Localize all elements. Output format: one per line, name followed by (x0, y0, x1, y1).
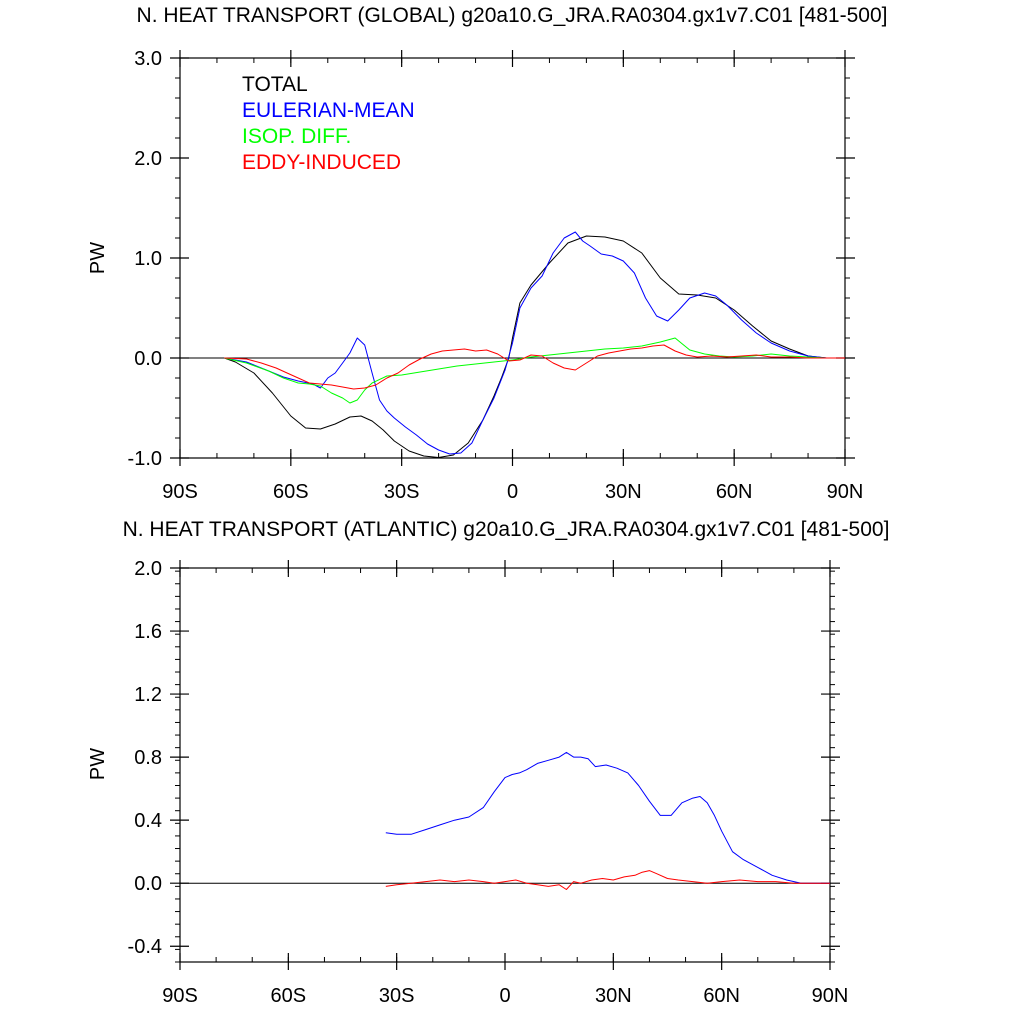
series-line-eulerian-mean (224, 231, 845, 455)
series-line-eddy-induced (224, 344, 845, 390)
x-tick-label: 90N (812, 985, 849, 1007)
y-axis-label: PW (87, 748, 109, 780)
y-tick-label: 0.0 (134, 348, 162, 370)
y-tick-label: 1.0 (134, 248, 162, 270)
legend-entry: TOTAL (242, 73, 308, 96)
legend-entry: EULERIAN-MEAN (242, 99, 415, 122)
x-tick-label: 90N (827, 481, 864, 503)
x-tick-label: 0 (499, 985, 510, 1007)
plot-area (180, 751, 830, 890)
x-tick-label: 30N (595, 985, 632, 1007)
x-tick-label: 0 (507, 481, 518, 503)
global-heat-transport-panel: N. HEAT TRANSPORT (GLOBAL) g20a10.G_JRA.… (87, 4, 887, 503)
y-tick-label: 0.0 (134, 873, 162, 895)
x-tick-label: 60N (703, 985, 740, 1007)
x-tick-label: 60S (273, 481, 309, 503)
plot-frame (179, 567, 831, 963)
x-tick-label: 60S (271, 985, 307, 1007)
y-tick-label: -1.0 (128, 448, 162, 470)
legend: TOTAL EULERIAN-MEAN ISOP. DIFF. EDDY-INDUCE… (242, 73, 415, 174)
x-tick-label: 30N (605, 481, 642, 503)
y-tick-label: 2.0 (134, 148, 162, 170)
axes: 90S 60S 30S 0 30N 60N 90N -1.0 0.0 1.0 2.0 3.0 (128, 48, 864, 503)
y-tick-label: 1.2 (134, 684, 162, 706)
x-tick-label: 30S (384, 481, 420, 503)
y-tick-label: 1.6 (134, 621, 162, 643)
y-tick-label: 2.0 (134, 558, 162, 580)
series-line-series-1 (385, 870, 830, 890)
x-tick-label: 90S (162, 985, 198, 1007)
series-line-isop-diff (224, 337, 845, 404)
y-tick-label: 0.4 (134, 810, 162, 832)
y-tick-label: 3.0 (134, 48, 162, 70)
chart-title: N. HEAT TRANSPORT (ATLANTIC) g20a10.G_JR… (123, 518, 890, 541)
y-axis-label: PW (87, 242, 109, 274)
series-line-total (224, 235, 845, 458)
legend-entry: EDDY-INDUCED (242, 151, 401, 174)
x-tick-label: 90S (162, 481, 198, 503)
axes: 90S 60S 30S 0 30N 60N 90N -0.4 0.0 0.4 0.8 1.2 1.6 2.… (128, 558, 849, 1007)
x-tick-label: 30S (379, 985, 415, 1007)
plot-area (180, 231, 845, 458)
series-line-series-0 (385, 751, 830, 884)
x-tick-label: 60N (716, 481, 753, 503)
y-tick-label: -0.4 (128, 936, 162, 958)
chart-title: N. HEAT TRANSPORT (GLOBAL) g20a10.G_JRA.… (137, 4, 888, 27)
y-tick-label: 0.8 (134, 747, 162, 769)
legend-entry: ISOP. DIFF. (242, 125, 351, 148)
atlantic-heat-transport-panel: N. HEAT TRANSPORT (ATLANTIC) g20a10.G_JR… (87, 518, 889, 1007)
